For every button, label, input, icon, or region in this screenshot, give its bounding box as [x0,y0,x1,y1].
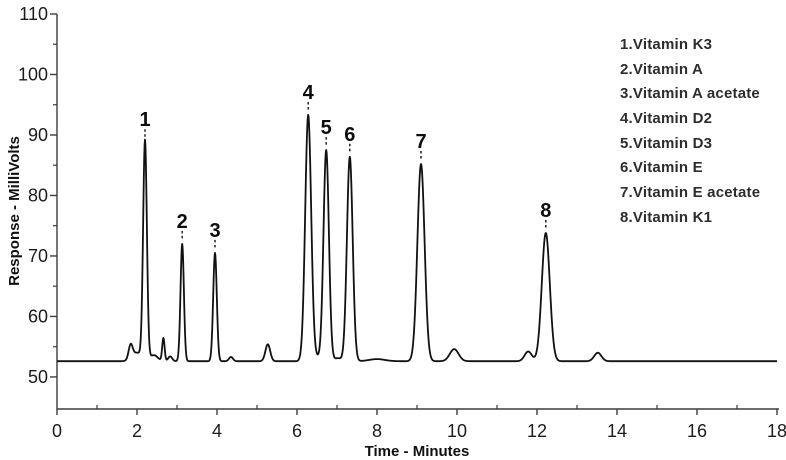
x-tick-label: 10 [447,421,467,441]
x-tick-label: 16 [687,421,707,441]
peak-label: 1 [139,109,150,131]
trace-line [56,113,778,363]
peak-label: 8 [540,200,551,222]
peak-label: 4 [303,82,315,104]
legend-item: 2.Vitamin A [620,60,704,78]
y-axis-title: Response - MilliVolts [6,136,23,286]
x-axis-title: Time - Minutes [365,443,470,460]
x-tick-label: 4 [212,421,222,441]
peak-label: 5 [321,117,332,139]
y-tick-label: 60 [28,306,48,326]
legend-item: 8.Vitamin K1 [620,208,713,226]
x-tick-label: 2 [132,421,142,441]
axis-ticks [50,13,778,415]
x-tick-label: 14 [607,421,627,441]
x-tick-label: 12 [527,421,547,441]
peak-label: 7 [415,131,426,153]
legend-item: 3.Vitamin A acetate [620,85,760,103]
x-tick-label: 0 [52,421,62,441]
x-tick-label: 8 [372,421,382,441]
y-tick-label: 90 [28,125,48,145]
x-tick-label: 18 [767,421,786,441]
legend-item: 1.Vitamin K3 [620,36,713,53]
legend-item: 4.Vitamin D2 [620,109,713,127]
x-tick-label: 6 [292,421,302,441]
peak-label: 6 [344,124,355,146]
peak-legend: 1.Vitamin K3 2.Vitamin A 3.Vitamin A aceta… [620,33,760,230]
legend-item: 6.Vitamin E [620,159,703,177]
legend-item: 7.Vitamin E acetate [620,183,761,201]
y-tick-label: 50 [28,367,48,387]
peak-label: 2 [177,211,188,233]
peak-labels: 1 2 3 45 6 7 8 [139,82,551,250]
legend-item: 5.Vitamin D3 [620,134,713,152]
peak-label: 3 [209,220,220,242]
y-tick-label: 70 [28,246,48,266]
y-tick-label: 100 [18,64,48,84]
y-tick-label: 110 [19,4,48,24]
y-tick-label: 80 [28,185,48,205]
